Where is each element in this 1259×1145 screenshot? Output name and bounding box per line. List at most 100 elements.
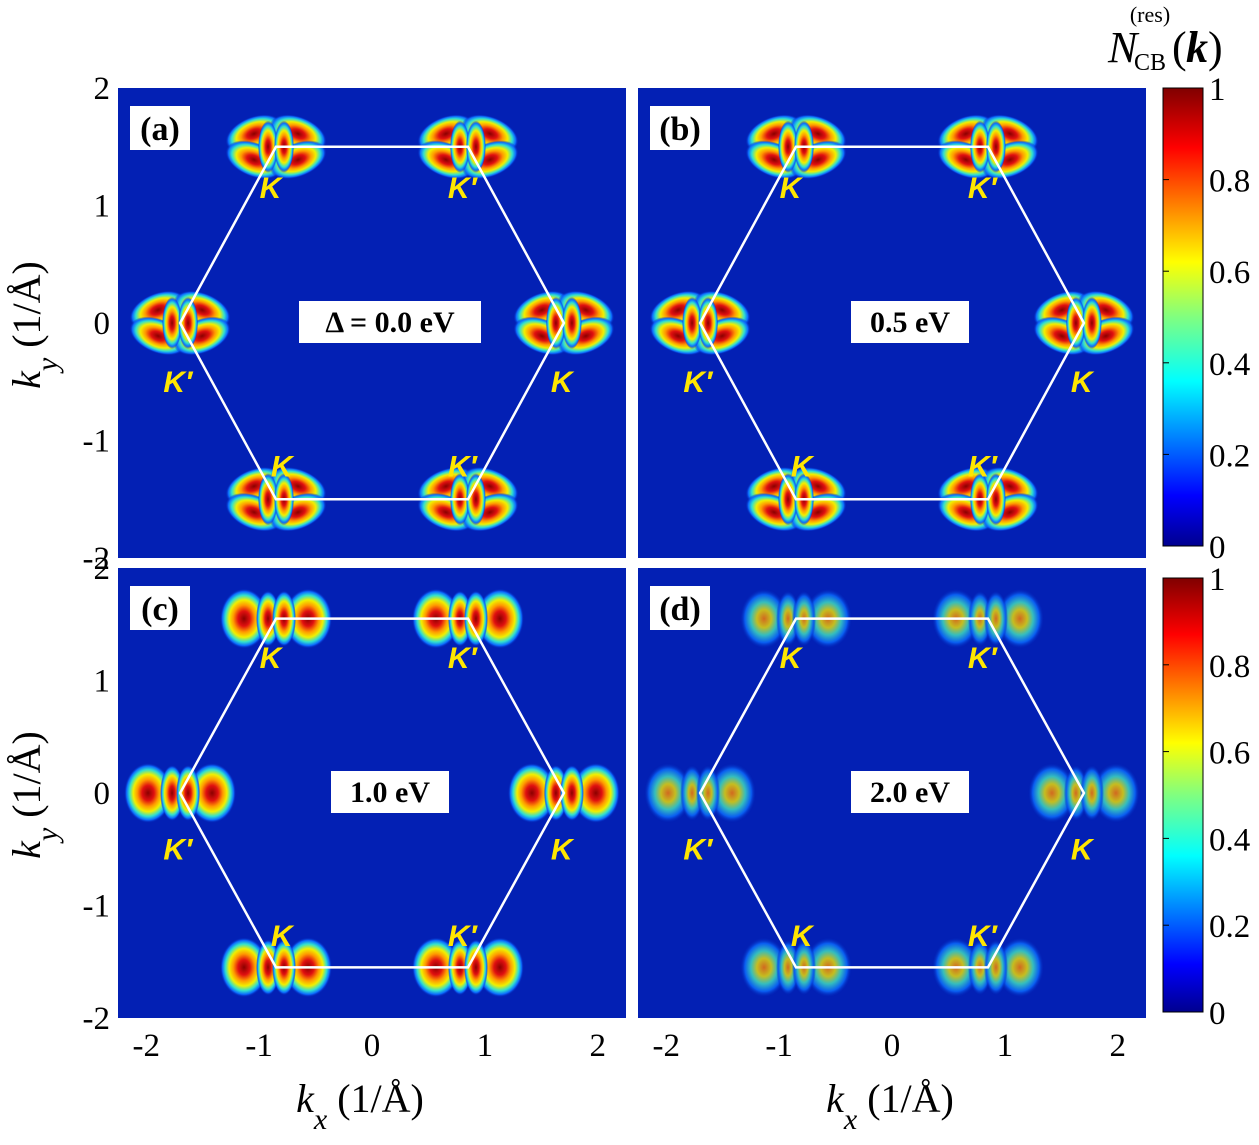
valley-label-k: K bbox=[791, 450, 815, 483]
density-lobe bbox=[778, 120, 799, 173]
colorbar-tick-label: 0.2 bbox=[1209, 909, 1250, 945]
density-lobe bbox=[1027, 763, 1076, 823]
density-lobe bbox=[571, 763, 620, 823]
density-lobe bbox=[1079, 765, 1104, 821]
y-axis-label-top: ky(1/Å) bbox=[4, 261, 64, 389]
y-tick-label: 1 bbox=[94, 664, 111, 700]
valley-label-k-prime: K′ bbox=[968, 642, 999, 675]
y-tick-label: 2 bbox=[94, 71, 111, 107]
density-lobe bbox=[465, 120, 486, 173]
density-lobe bbox=[475, 937, 524, 998]
gap-annotation-box bbox=[851, 301, 969, 343]
valley-label-k: K bbox=[551, 833, 575, 866]
panel-label: (b) bbox=[659, 111, 701, 148]
valley-label-k: K bbox=[260, 642, 284, 675]
gap-annotation: 2.0 eV bbox=[870, 776, 950, 809]
valley-label-k-prime: K′ bbox=[448, 642, 479, 675]
density-lobe bbox=[644, 763, 693, 823]
density-lobes bbox=[649, 114, 1135, 532]
density-lobe bbox=[740, 588, 789, 649]
y-tick-label: 0 bbox=[94, 776, 111, 812]
density-lobe bbox=[188, 763, 237, 823]
panel-d: K K′ K K′ K K′ (d) 2.0 eV -2 -1 0 1 2 bbox=[638, 568, 1146, 1064]
density-lobe bbox=[220, 937, 269, 998]
y-tick-label: 2 bbox=[94, 551, 111, 587]
density-lobe bbox=[258, 120, 279, 173]
valley-label-k-prime: K′ bbox=[968, 920, 999, 953]
colorbar-tick-label: 0.8 bbox=[1209, 164, 1250, 200]
panel-label-box bbox=[130, 106, 190, 150]
valley-label-k-prime: K′ bbox=[163, 366, 194, 399]
density-lobe bbox=[985, 120, 1006, 173]
svg-text:CB: CB bbox=[1134, 50, 1166, 76]
density-lobe bbox=[985, 473, 1006, 526]
gap-annotation-box bbox=[299, 301, 481, 343]
panel-label: (a) bbox=[140, 111, 180, 148]
density-lobe bbox=[162, 297, 183, 349]
y-tick-label: -2 bbox=[83, 541, 111, 577]
x-tick-label: 0 bbox=[364, 1028, 381, 1064]
density-lobe bbox=[475, 588, 524, 649]
density-lobe bbox=[983, 939, 1008, 996]
svg-text:(res): (res) bbox=[1130, 2, 1170, 27]
colorbar-tick-label: 0 bbox=[1209, 996, 1226, 1032]
panel-label-box bbox=[650, 586, 710, 630]
svg-text:ky(1/Å): ky(1/Å) bbox=[4, 261, 64, 389]
x-tick-label: 1 bbox=[997, 1028, 1014, 1064]
density-lobe bbox=[561, 297, 582, 349]
valley-label-k: K bbox=[260, 172, 284, 205]
density-lobe bbox=[708, 763, 757, 823]
panel-b: K K′ K K′ K K′ (b) 0.5 eV bbox=[638, 88, 1146, 558]
valley-label-k: K bbox=[791, 920, 815, 953]
valley-label-k-prime: K′ bbox=[448, 450, 479, 483]
density-lobe bbox=[176, 765, 201, 821]
valley-label-k: K bbox=[271, 920, 295, 953]
panel-label-box bbox=[650, 106, 710, 150]
x-axis-label-left: kx (1/Å) bbox=[296, 1076, 424, 1136]
density-lobe bbox=[545, 297, 566, 349]
y-tick-label: 0 bbox=[94, 306, 111, 342]
density-lobe bbox=[507, 763, 556, 823]
x-axis-label-right: kx (1/Å) bbox=[826, 1076, 954, 1136]
density-lobe bbox=[778, 473, 799, 526]
density-lobe bbox=[220, 588, 269, 649]
panel-a: K K′ K K′ K K′ (a) Δ = 0.0 eV 2 1 0 -1 -2 bbox=[83, 71, 626, 577]
x-tick-label: -2 bbox=[652, 1028, 680, 1064]
y-tick-label: -1 bbox=[83, 424, 111, 460]
x-tick-label: -2 bbox=[132, 1028, 160, 1064]
density-lobe bbox=[463, 590, 488, 647]
x-tick-label: 0 bbox=[884, 1028, 901, 1064]
valley-label-k-prime: K′ bbox=[163, 833, 194, 866]
y-tick-label: 1 bbox=[94, 189, 111, 225]
colorbar-tick-label: 0.6 bbox=[1209, 255, 1250, 291]
density-lobes bbox=[129, 114, 615, 532]
svg-text:(: ( bbox=[1172, 23, 1187, 72]
colorbar-tick-label: 1 bbox=[1209, 562, 1226, 598]
colorbar-gradient bbox=[1162, 577, 1204, 1013]
density-lobes bbox=[644, 588, 1140, 998]
brillouin-zone bbox=[698, 145, 1086, 501]
colorbar-top: 0 0.2 0.4 0.6 0.8 1 bbox=[1162, 72, 1250, 566]
brillouin-zone bbox=[178, 145, 566, 501]
x-tick-label: 1 bbox=[477, 1028, 494, 1064]
valley-label-k: K bbox=[1071, 366, 1095, 399]
brillouin-zone bbox=[698, 617, 1086, 969]
colorbar-tick-label: 0.6 bbox=[1209, 736, 1250, 772]
density-lobe bbox=[178, 297, 199, 349]
valley-label-k: K bbox=[551, 366, 575, 399]
valley-label-k-prime: K′ bbox=[683, 833, 714, 866]
y-axis-label-bottom: ky(1/Å) bbox=[4, 731, 64, 859]
valley-label-k-prime: K′ bbox=[448, 172, 479, 205]
valley-label-k: K bbox=[780, 172, 804, 205]
density-lobe bbox=[465, 473, 486, 526]
density-lobe bbox=[983, 590, 1008, 647]
panel-label-box bbox=[130, 586, 190, 630]
colorbar-tick-label: 1 bbox=[1209, 72, 1226, 108]
colorbar-title: (res) N CB ( k ) bbox=[1107, 2, 1223, 76]
svg-text:k: k bbox=[1186, 23, 1208, 72]
x-tick-label: 2 bbox=[590, 1028, 607, 1064]
density-lobe bbox=[698, 297, 719, 349]
colorbar-tick-label: 0.4 bbox=[1209, 347, 1250, 383]
density-lobe bbox=[1081, 297, 1102, 349]
gap-annotation: Δ = 0.0 eV bbox=[325, 306, 455, 339]
